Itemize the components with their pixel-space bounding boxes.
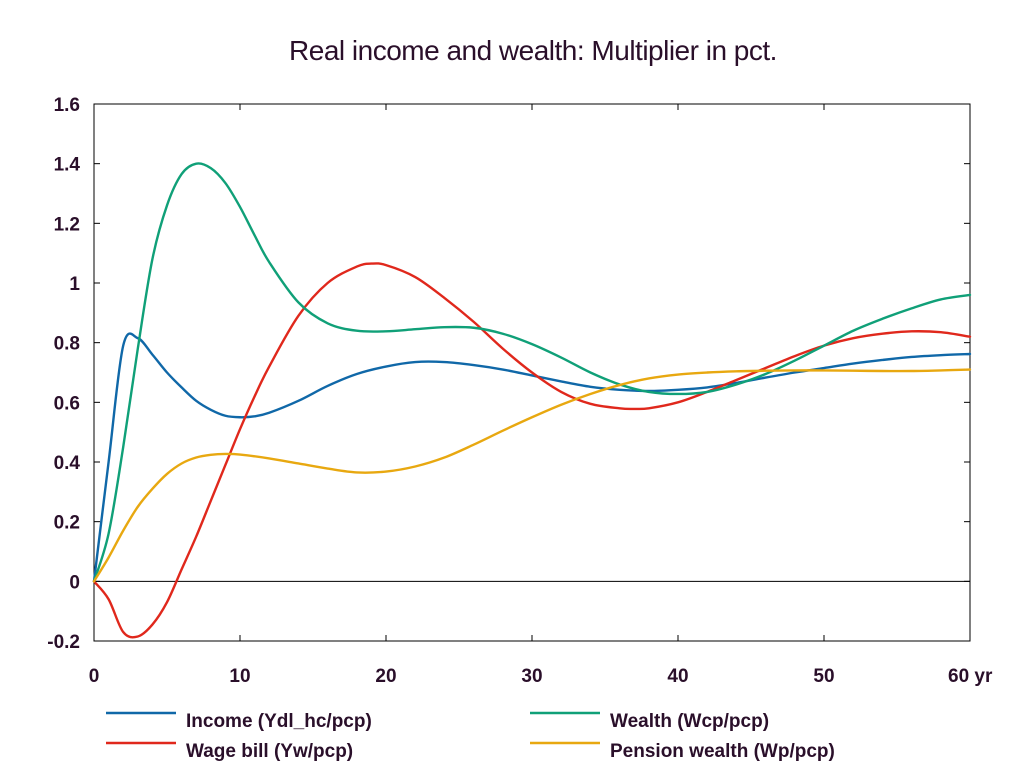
series-line-4 [92,368,972,583]
y-tick-label: 0.4 [54,453,81,474]
x-tick-label: 50 [813,666,834,687]
chart-title: Real income and wealth: Multiplier in pc… [289,35,777,66]
x-tick-label: 10 [229,666,250,687]
x-tick-label: 20 [375,666,396,687]
y-tick-label: 0.8 [54,334,80,355]
y-tick-label: 0.6 [54,393,80,414]
y-tick-label: 1.4 [54,155,81,176]
x-tick-label: 30 [521,666,542,687]
legend-label-3: Wealth (Wcp/pcp) [610,711,769,732]
chart-legend: Income (Ydl_hc/pcp) Wage bill (Yw/pcp) Wea… [106,711,835,762]
legend-label-4: Pension wealth (Wp/pcp) [610,741,835,762]
y-tick-label: 1.6 [54,95,80,116]
chart-series-layer [92,162,972,639]
legend-label-1: Income (Ydl_hc/pcp) [186,711,372,732]
y-tick-label: 0.2 [54,513,80,534]
chart-axes: -0.2 0 0.2 0.4 0.6 0.8 1 1.2 1.4 1.6 0 10 20 30 40 50 60… [47,95,993,687]
y-tick-label: 0 [69,572,80,593]
y-tick-label: 1.2 [54,214,80,235]
series-line-1 [92,332,972,583]
legend-label-2: Wage bill (Yw/pcp) [186,741,353,762]
x-tick-label: 60 yr [948,666,993,687]
y-tick-label: 1 [69,274,80,295]
y-tick-label: -0.2 [47,632,80,653]
x-tick-label: 0 [89,666,100,687]
series-line-3 [92,162,972,583]
series-line-2 [92,262,972,639]
x-tick-label: 40 [667,666,688,687]
